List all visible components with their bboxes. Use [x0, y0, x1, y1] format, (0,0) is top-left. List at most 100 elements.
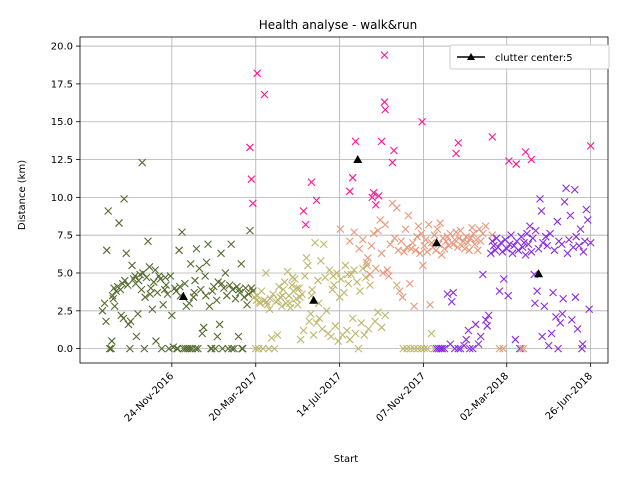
- data-point: [167, 311, 176, 320]
- data-point: [345, 237, 354, 246]
- data-point: [400, 247, 408, 256]
- data-point: [306, 309, 315, 318]
- data-point: [550, 246, 559, 255]
- y-axis: 0.0 2.5 5.0 7.5 10.0 12.5 15.0 17.5 20.0: [51, 42, 80, 355]
- data-point: [538, 332, 547, 341]
- y-tick-label: 5.0: [57, 268, 73, 279]
- data-point: [248, 199, 257, 208]
- data-point: [102, 317, 110, 326]
- data-point: [575, 241, 583, 250]
- data-point: [188, 344, 196, 353]
- data-point: [420, 344, 429, 353]
- data-point: [296, 335, 305, 344]
- data-point: [489, 241, 498, 250]
- data-point: [414, 222, 423, 230]
- data-point: [447, 297, 456, 306]
- data-point: [413, 344, 422, 353]
- data-point: [380, 51, 389, 60]
- data-point: [217, 249, 225, 258]
- data-point: [213, 332, 222, 341]
- data-point: [443, 290, 452, 299]
- data-point: [586, 142, 595, 150]
- data-point: [460, 341, 468, 350]
- data-point: [180, 279, 189, 288]
- data-point: [384, 272, 393, 280]
- data-point: [280, 278, 289, 286]
- data-point: [556, 319, 565, 327]
- data-point: [354, 344, 363, 353]
- data-point: [222, 291, 231, 300]
- data-point: [407, 244, 416, 253]
- data-point: [436, 219, 445, 227]
- data-point: [410, 302, 419, 311]
- data-point: [518, 243, 527, 252]
- data-point: [301, 272, 309, 280]
- data-point: [495, 287, 504, 296]
- data-point: [474, 340, 483, 348]
- data-point: [201, 272, 210, 280]
- data-point: [350, 266, 359, 274]
- data-point: [481, 222, 490, 230]
- data-point: [305, 317, 314, 326]
- data-point: [399, 344, 408, 353]
- data-point: [322, 306, 331, 315]
- data-point: [318, 325, 327, 333]
- data-point: [431, 246, 440, 255]
- data-point: [131, 279, 140, 288]
- data-point: [345, 187, 354, 196]
- data-point: [558, 309, 567, 318]
- data-point: [543, 241, 552, 250]
- data-point: [360, 331, 369, 339]
- data-point: [423, 344, 432, 353]
- data-point: [383, 266, 392, 274]
- data-point: [264, 344, 273, 353]
- data-point: [566, 211, 575, 220]
- data-point: [337, 275, 345, 283]
- data-point: [208, 287, 217, 296]
- data-point: [325, 266, 334, 274]
- data-point: [228, 285, 237, 294]
- data-point: [454, 139, 463, 147]
- data-point: [465, 246, 474, 255]
- data-point: [537, 207, 546, 215]
- data-point: [508, 249, 517, 258]
- data-point: [440, 344, 449, 353]
- data-point: [327, 332, 335, 341]
- data-point: [212, 296, 221, 305]
- data-point: [270, 344, 279, 353]
- data-point: [397, 237, 406, 246]
- data-point: [427, 329, 436, 338]
- data-point: [159, 300, 168, 309]
- data-point: [498, 247, 507, 256]
- data-point: [237, 260, 246, 268]
- data-point: [572, 232, 581, 241]
- data-point: [586, 238, 595, 247]
- data-point: [536, 194, 544, 203]
- legend-label: clutter center:5: [495, 53, 573, 64]
- data-point: [582, 205, 591, 214]
- y-tick-label: 20.0: [51, 42, 73, 53]
- data-point: [483, 322, 492, 330]
- data-point: [437, 250, 446, 259]
- data-point: [488, 132, 497, 141]
- data-point: [224, 344, 233, 353]
- data-point: [225, 281, 234, 289]
- data-point: [401, 225, 410, 234]
- data-point: [343, 270, 352, 279]
- data-point: [398, 293, 407, 302]
- data-point: [166, 272, 175, 280]
- data-point: [186, 260, 195, 268]
- data-point: [517, 344, 526, 353]
- data-point: [221, 269, 230, 277]
- data-point: [395, 287, 404, 296]
- data-point: [471, 320, 480, 329]
- data-point: [472, 235, 481, 244]
- data-point: [231, 294, 240, 303]
- data-point: [552, 312, 560, 321]
- data-point: [302, 253, 311, 262]
- data-point: [527, 247, 536, 256]
- data-point: [283, 267, 292, 276]
- data-point: [563, 249, 572, 258]
- data-point: [367, 241, 376, 250]
- data-point: [278, 291, 287, 300]
